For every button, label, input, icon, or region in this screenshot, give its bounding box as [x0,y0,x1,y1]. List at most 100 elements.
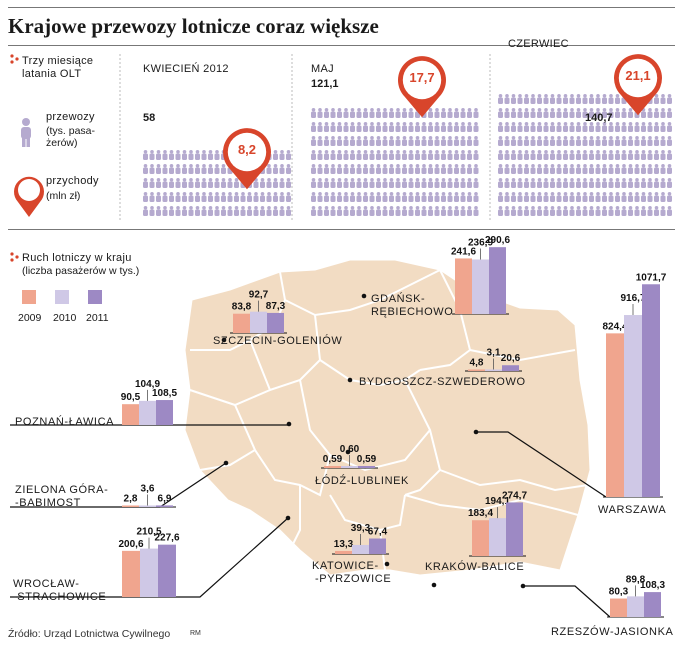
bar-krak-w-balice-2011 [506,502,523,556]
city-label-katowice-2: -PYRZOWICE [315,573,392,585]
value-label: 92,7 [249,290,269,301]
pictogram-june [498,94,672,216]
city-label-zielona-2: -BABIMOST [15,497,81,509]
value-label: 227,6 [154,533,179,544]
legend-przychody-unit: (mln zł) [46,190,81,202]
revenue-april: 8,2 [237,142,257,157]
legend-swatch-2009 [22,290,36,304]
legend-swatch-2011 [88,290,102,304]
credit: RM [190,630,201,637]
ruch-subheading: (liczba pasażerów w tys.) [22,265,140,277]
value-label: 236,9 [468,238,493,249]
value-label: 194,1 [485,496,510,507]
legend-year-2009: 2009 [18,312,42,324]
legend-przewozy-unit: (tys. pasa-żerów) [46,125,96,149]
bar--d-lublinek-2011 [358,466,375,468]
passengers-april: 58 [143,112,156,124]
title-rule [8,45,675,46]
bar-szczecin-goleni-w-2010 [250,311,267,333]
revenue-pin-may [397,56,446,118]
value-label: 67,4 [368,526,388,537]
legend-swatch-2010 [55,290,69,304]
bar-warszawa-2009 [606,333,624,497]
legend-year-2011: 2011 [86,312,109,324]
city-label-lodz: ŁÓDŹ-LUBLINEK [315,475,409,487]
airport-dot [361,293,367,299]
city-label-gdansk-1: GDAŃSK- [371,293,426,305]
section-rule [8,229,675,230]
value-label: 108,5 [152,388,177,399]
city-label-katowice-1: KATOWICE- [312,560,379,572]
bar-wroc-aw-strachowice-2010 [140,548,158,597]
month-pictograms [119,54,672,222]
bar-bydgoszcz-szwederowo-2011 [502,365,519,371]
bar-katowice-pyrzowice-2009 [335,550,352,554]
bar--d-lublinek-2009 [324,466,341,468]
poland-map [184,259,591,576]
bar-pozna-awica-2009 [122,404,139,425]
value-label: 2,8 [124,494,138,505]
airport-dot [384,561,390,567]
value-label: 0,59 [357,454,377,465]
value-label: 241,6 [451,246,476,257]
bar-zielona-g-ra-babimost-2011 [156,505,173,507]
airport-dot [286,421,292,427]
bar--d-lublinek-2010 [341,466,358,468]
passengers-may: 121,1 [311,78,339,90]
value-label: 104,9 [135,379,160,390]
bar-katowice-pyrzowice-2011 [369,538,386,554]
bar-zielona-g-ra-babimost-2009 [122,505,139,507]
bar-pozna-awica-2011 [156,400,173,425]
pictogram-april [143,150,291,216]
airport-group-warszawa: 824,4 916,7 1071,7 [473,272,667,498]
month-label-june: CZERWIEC [508,38,569,50]
value-label: 89,8 [626,574,646,585]
value-label: 0,59 [323,454,343,465]
value-label: 200,6 [118,539,143,550]
city-label-rzeszow: RZESZÓW-JASIONKA [551,626,674,638]
bar-katowice-pyrzowice-2010 [352,544,369,554]
airport-dot [223,460,229,466]
bar-warszawa-2010 [624,315,642,497]
value-label: 90,5 [121,392,141,403]
leader-line [476,431,607,498]
bar-zielona-g-ra-babimost-2010 [139,505,156,507]
city-label-warszawa: WARSZAWA [598,504,667,516]
legend-heading: Trzy miesiące latania OLT [22,55,94,80]
airport-dot [473,429,479,435]
city-label-gdansk-2: RĘBIECHOWO [371,306,454,318]
bar-gda-sk-r-biechowo-2010 [472,259,489,314]
value-label: 3,6 [141,484,155,495]
value-label: 916,7 [620,293,645,304]
value-label: 87,3 [266,301,286,312]
bar-pozna-awica-2010 [139,400,156,425]
airport-group-katowice-pyrzowice: 13,3 39,367,4 [332,523,390,567]
legend-przewozy-label: przewozy [46,111,95,123]
airport-dot [221,337,227,343]
top-rule [8,7,675,8]
bar-gda-sk-r-biechowo-2011 [489,247,506,314]
legend-przychody-label: przychody [46,175,99,187]
legend-year-2010: 2010 [53,312,77,324]
airport-dot [345,449,351,455]
bar-rzesz-w-jasionka-2011 [644,592,661,617]
month-label-april: KWIECIEŃ 2012 [143,63,229,75]
value-label: 274,7 [502,490,527,501]
ruch-heading: Ruch lotniczy w kraju [22,252,132,264]
bullet-marker-icon [10,54,19,64]
value-label: 80,3 [609,587,629,598]
bar-szczecin-goleni-w-2011 [267,312,284,333]
source-note: Źródło: Urząd Lotnictwa Cywilnego [8,628,171,640]
revenue-june: 21,1 [625,68,651,83]
city-label-bydgoszcz: BYDGOSZCZ-SZWEDEROWO [359,376,526,388]
bullet-marker-icon-2 [10,252,19,262]
city-label-zielona-1: ZIELONA GÓRA- [15,484,109,496]
airport-group-zielona-g-ra-babimost: 2,83,66,9 [10,460,229,508]
city-label-wroclaw-1: WROCŁAW- [13,578,80,590]
revenue-pin-icon [14,176,44,217]
